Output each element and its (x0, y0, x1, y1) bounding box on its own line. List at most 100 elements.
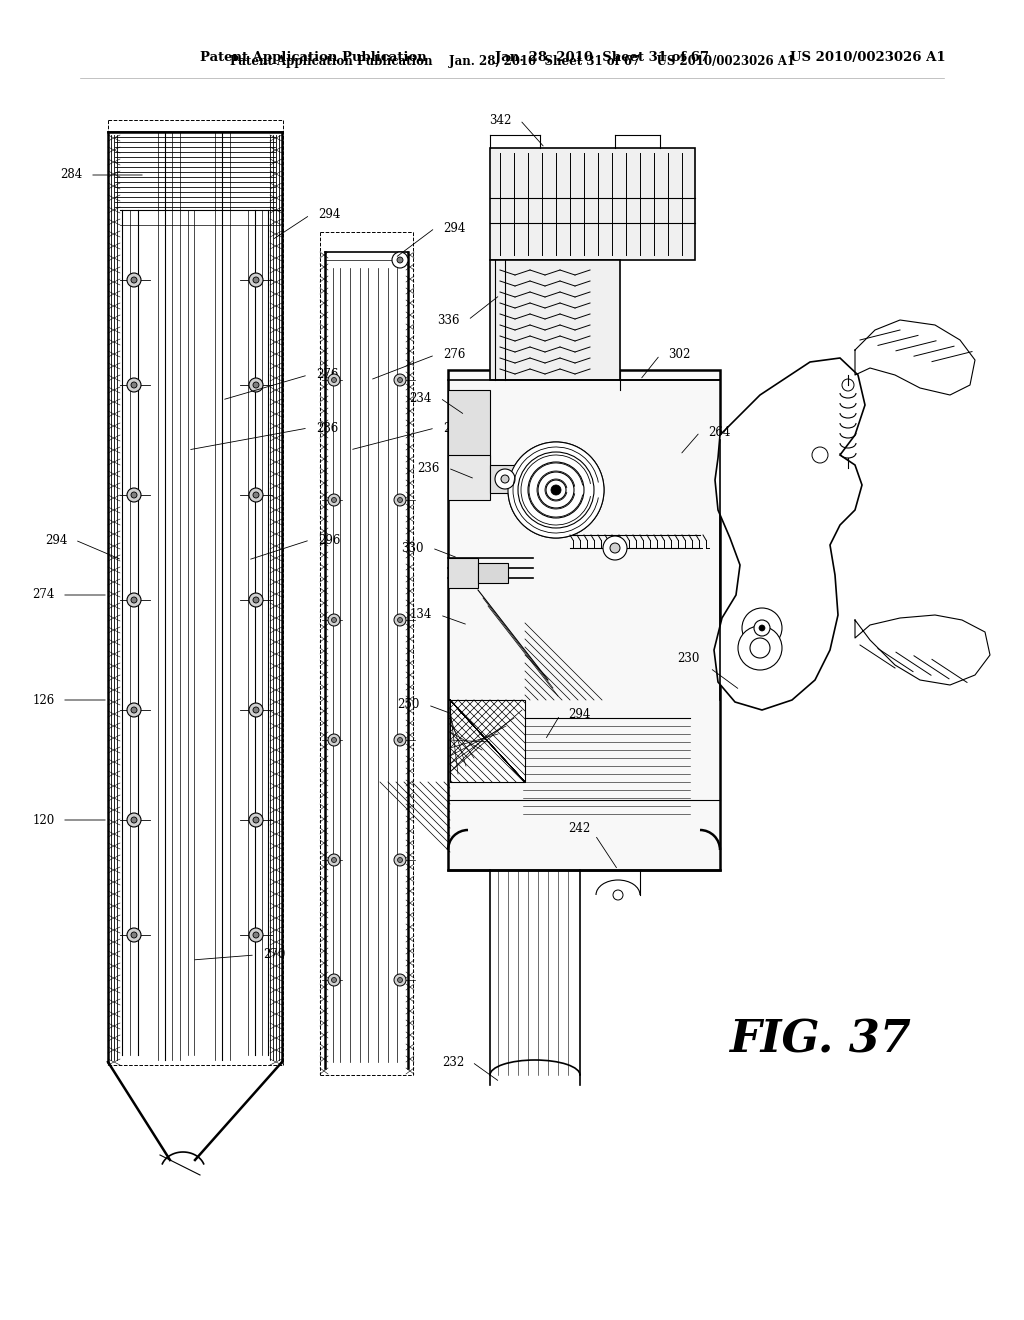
Circle shape (332, 618, 337, 623)
Circle shape (131, 492, 137, 498)
Text: 234: 234 (410, 392, 432, 404)
Circle shape (328, 854, 340, 866)
Circle shape (249, 928, 263, 942)
Text: 296: 296 (318, 533, 340, 546)
Circle shape (332, 858, 337, 862)
Circle shape (253, 708, 259, 713)
Text: 276: 276 (443, 348, 465, 362)
Text: Jan. 28, 2010  Sheet 31 of 67: Jan. 28, 2010 Sheet 31 of 67 (495, 50, 709, 63)
Circle shape (394, 974, 406, 986)
Circle shape (249, 704, 263, 717)
Circle shape (328, 614, 340, 626)
Text: US 2010/0023026 A1: US 2010/0023026 A1 (790, 50, 945, 63)
Bar (490, 260, 620, 380)
Text: 284: 284 (59, 169, 82, 181)
Text: 126: 126 (33, 693, 55, 706)
Circle shape (750, 638, 770, 657)
Text: 270: 270 (263, 949, 286, 961)
Bar (449, 455, 490, 500)
Circle shape (394, 614, 406, 626)
Text: 294: 294 (568, 709, 591, 722)
Circle shape (332, 738, 337, 742)
Circle shape (508, 442, 604, 539)
Circle shape (603, 536, 627, 560)
Text: 274: 274 (33, 589, 55, 602)
Circle shape (253, 597, 259, 603)
Circle shape (392, 252, 408, 268)
Circle shape (842, 379, 854, 391)
Circle shape (394, 494, 406, 506)
Circle shape (249, 488, 263, 502)
Circle shape (397, 738, 402, 742)
Bar (449, 558, 478, 587)
Circle shape (131, 597, 137, 603)
Circle shape (328, 734, 340, 746)
Text: 242: 242 (567, 821, 590, 834)
Circle shape (394, 374, 406, 385)
Circle shape (249, 378, 263, 392)
Text: 342: 342 (489, 114, 512, 127)
Circle shape (812, 447, 828, 463)
Circle shape (249, 273, 263, 286)
Text: 294: 294 (318, 209, 340, 222)
Circle shape (397, 378, 402, 383)
Circle shape (127, 813, 141, 828)
Circle shape (328, 374, 340, 385)
Circle shape (253, 277, 259, 282)
Circle shape (131, 381, 137, 388)
Circle shape (332, 498, 337, 503)
Circle shape (754, 620, 770, 636)
Circle shape (127, 928, 141, 942)
Text: 294: 294 (46, 533, 68, 546)
Circle shape (397, 498, 402, 503)
Circle shape (508, 442, 604, 539)
Circle shape (394, 854, 406, 866)
Text: Patent Application Publication    Jan. 28, 2010  Sheet 31 of 67    US 2010/00230: Patent Application Publication Jan. 28, … (229, 55, 795, 69)
Circle shape (397, 858, 402, 862)
Circle shape (759, 624, 765, 631)
Polygon shape (714, 358, 865, 710)
Text: 250: 250 (397, 698, 420, 711)
Circle shape (394, 734, 406, 746)
Circle shape (131, 708, 137, 713)
Text: 286: 286 (316, 421, 338, 434)
Text: FIG. 37: FIG. 37 (729, 1019, 911, 1061)
Circle shape (131, 932, 137, 939)
Circle shape (127, 378, 141, 392)
Text: Patent Application Publication: Patent Application Publication (200, 50, 427, 63)
Circle shape (738, 626, 782, 671)
Text: 336: 336 (437, 314, 460, 326)
Circle shape (127, 273, 141, 286)
Bar (450, 700, 525, 781)
Bar (478, 564, 508, 583)
Text: 232: 232 (441, 1056, 464, 1068)
Circle shape (501, 475, 509, 483)
Text: 264: 264 (708, 425, 730, 438)
Circle shape (127, 488, 141, 502)
Circle shape (332, 978, 337, 982)
Text: 276: 276 (316, 368, 338, 381)
Circle shape (397, 257, 403, 263)
Text: 302: 302 (668, 348, 690, 362)
Circle shape (127, 593, 141, 607)
Circle shape (495, 469, 515, 488)
Bar (490, 148, 695, 260)
Bar (449, 389, 490, 465)
Circle shape (131, 277, 137, 282)
Text: 286: 286 (443, 421, 465, 434)
Circle shape (249, 813, 263, 828)
Circle shape (127, 704, 141, 717)
Circle shape (610, 543, 620, 553)
Bar (449, 370, 720, 870)
Circle shape (551, 484, 561, 495)
Circle shape (131, 817, 137, 822)
Circle shape (613, 890, 623, 900)
Text: 294: 294 (443, 222, 465, 235)
Circle shape (397, 978, 402, 982)
Circle shape (742, 609, 782, 648)
Text: 120: 120 (33, 813, 55, 826)
Circle shape (253, 817, 259, 822)
Circle shape (332, 378, 337, 383)
Text: 236: 236 (418, 462, 440, 474)
Circle shape (253, 381, 259, 388)
